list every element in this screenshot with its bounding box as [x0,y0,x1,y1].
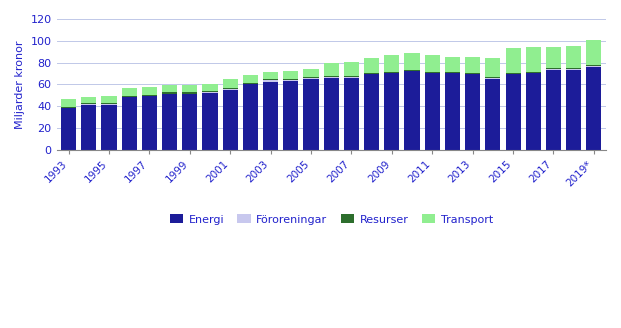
Bar [364,74,379,150]
Bar [162,93,177,94]
Bar [81,97,96,103]
Bar [445,72,460,73]
Bar [183,92,197,93]
Bar [122,96,137,97]
Bar [122,88,137,96]
Y-axis label: Miljarder kronor: Miljarder kronor [15,40,25,129]
Bar [344,77,359,78]
Bar [505,73,520,74]
Bar [202,84,217,92]
Bar [526,72,541,73]
Bar [283,79,299,80]
Bar [263,72,278,79]
Bar [425,55,440,72]
Bar [404,53,420,70]
Bar [304,69,319,77]
Bar [526,73,541,150]
Bar [445,73,460,150]
Bar [101,104,117,105]
Bar [384,73,399,150]
Bar [183,85,197,92]
Bar [142,94,157,96]
Bar [465,56,480,73]
Bar [162,92,177,93]
Bar [283,71,299,79]
Bar [364,73,379,74]
Bar [425,72,440,73]
Bar [202,93,217,150]
Bar [586,40,602,65]
Bar [61,107,76,108]
Bar [142,87,157,94]
Bar [304,79,319,150]
Bar [101,105,117,150]
Bar [465,73,480,74]
Bar [263,80,278,82]
Bar [485,79,501,150]
Bar [344,62,359,76]
Bar [364,58,379,73]
Bar [566,69,581,70]
Bar [324,77,339,78]
Bar [566,68,581,69]
Bar [344,78,359,150]
Bar [243,83,258,84]
Bar [384,72,399,73]
Bar [61,99,76,107]
Bar [344,76,359,77]
Bar [485,77,501,78]
Bar [566,70,581,150]
Bar [101,103,117,104]
Bar [586,66,602,67]
Bar [526,47,541,72]
Bar [223,79,238,88]
Bar [324,63,339,76]
Bar [122,97,137,150]
Bar [546,47,561,68]
Bar [485,78,501,79]
Bar [183,94,197,150]
Bar [586,65,602,66]
Bar [404,70,420,71]
Bar [81,103,96,104]
Bar [283,80,299,81]
Bar [404,71,420,150]
Bar [485,58,501,77]
Bar [243,84,258,150]
Bar [546,69,561,70]
Bar [263,79,278,80]
Legend: Energi, Föroreningar, Resurser, Transport: Energi, Föroreningar, Resurser, Transpor… [165,210,497,229]
Bar [304,78,319,79]
Bar [81,104,96,105]
Bar [465,74,480,150]
Bar [101,96,117,103]
Bar [162,85,177,92]
Bar [162,94,177,150]
Bar [223,89,238,90]
Bar [223,88,238,89]
Bar [142,96,157,150]
Bar [324,76,339,77]
Bar [566,46,581,68]
Bar [384,55,399,72]
Bar [304,77,319,78]
Bar [183,93,197,94]
Bar [263,82,278,150]
Bar [505,74,520,150]
Bar [546,70,561,150]
Bar [283,81,299,150]
Bar [324,78,339,150]
Bar [243,75,258,83]
Bar [445,56,460,72]
Bar [61,108,76,150]
Bar [546,68,561,69]
Bar [202,92,217,93]
Bar [81,105,96,150]
Bar [505,48,520,73]
Bar [425,73,440,150]
Bar [586,67,602,150]
Bar [223,90,238,150]
